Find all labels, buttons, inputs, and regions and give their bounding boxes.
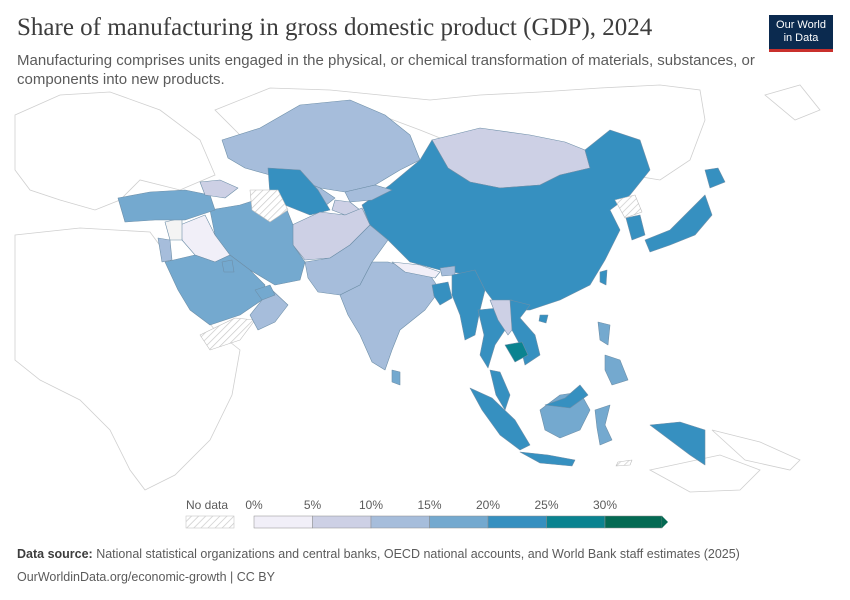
legend-tick-label-4: 20% [476, 498, 500, 512]
region-sulawesi[interactable] [594, 404, 613, 446]
legend-swatch-6[interactable] [604, 515, 663, 529]
legend-tick-label-6: 30% [593, 498, 617, 512]
region-borneo-north[interactable] [544, 384, 589, 409]
country-shapes [117, 99, 726, 467]
legend-swatch-1[interactable] [312, 515, 372, 529]
legend-swatch-0[interactable] [253, 515, 313, 529]
region-bhutan[interactable] [439, 265, 456, 277]
data-source: Data source: National statistical organi… [17, 547, 740, 561]
logo-line-1: Our World [776, 19, 826, 31]
region-vietnam[interactable] [509, 299, 541, 366]
region-caucasus[interactable] [199, 179, 239, 199]
region-java[interactable] [519, 451, 576, 467]
legend-no-data-label: No data [186, 498, 228, 512]
region-taiwan[interactable] [599, 269, 608, 286]
chart-title: Share of manufacturing in gross domestic… [17, 14, 653, 41]
region-israel-jordan[interactable] [157, 237, 173, 263]
region-yemen[interactable] [199, 317, 256, 351]
australia-land [648, 454, 761, 493]
region-timor[interactable] [615, 459, 633, 467]
region-sri-lanka[interactable] [391, 369, 401, 386]
region-japan-honshu[interactable] [644, 194, 713, 253]
region-kuwait-qatar[interactable] [221, 259, 235, 273]
region-japan-hokkaido[interactable] [704, 167, 726, 189]
region-sumatra[interactable] [469, 387, 531, 451]
region-philippines-luzon[interactable] [597, 321, 611, 346]
region-south-korea[interactable] [625, 214, 646, 241]
region-uae[interactable] [254, 284, 276, 301]
region-new-guinea[interactable] [649, 421, 706, 466]
legend-swatch-4[interactable] [487, 515, 547, 529]
data-source-label: Data source: [17, 547, 93, 561]
region-malaysia-peninsula[interactable] [489, 369, 511, 411]
region-philippines-south[interactable] [604, 354, 629, 386]
owid-logo[interactable]: Our World in Data [769, 15, 833, 52]
legend-tick-label-2: 10% [359, 498, 383, 512]
legend: No data 0% 5% 10% 15% 20% 25% 30% [185, 498, 668, 529]
region-bangladesh[interactable] [431, 281, 453, 306]
chart-subtitle: Manufacturing comprises units engaged in… [17, 52, 755, 88]
data-source-text: National statistical organizations and c… [92, 547, 740, 561]
region-myanmar[interactable] [451, 269, 486, 341]
legend-tick-label-5: 25% [534, 498, 558, 512]
license-text: | CC BY [226, 570, 275, 584]
legend-swatch-2[interactable] [370, 515, 430, 529]
logo-line-2: in Data [783, 32, 819, 44]
legend-bins: 0% 5% 10% 15% 20% 25% 30% [245, 498, 663, 529]
legend-swatch-3[interactable] [429, 515, 489, 529]
region-syria[interactable] [164, 217, 183, 241]
legend-swatch-5[interactable] [546, 515, 606, 529]
region-north-korea[interactable] [614, 194, 643, 219]
legend-tick-label-0: 0% [245, 498, 263, 512]
region-nepal[interactable] [391, 261, 441, 279]
footer-credit: OurWorldinData.org/economic-growth | CC … [17, 570, 275, 584]
region-hainan[interactable] [538, 314, 549, 324]
region-no-data-turkmen-gap [249, 189, 289, 223]
region-cambodia[interactable] [504, 341, 529, 363]
legend-tick-label-3: 15% [417, 498, 441, 512]
europe-land [14, 91, 216, 211]
legend-no-data-swatch[interactable] [185, 515, 235, 529]
source-link[interactable]: OurWorldinData.org/economic-growth [17, 570, 227, 584]
legend-arrow [662, 516, 668, 528]
region-kyrgyzstan[interactable] [344, 184, 393, 203]
legend-tick-label-1: 5% [304, 498, 322, 512]
pacific-islands [711, 429, 801, 471]
region-india[interactable] [339, 261, 441, 371]
region-turkey[interactable] [117, 189, 216, 223]
north-pole-coast [764, 84, 821, 121]
